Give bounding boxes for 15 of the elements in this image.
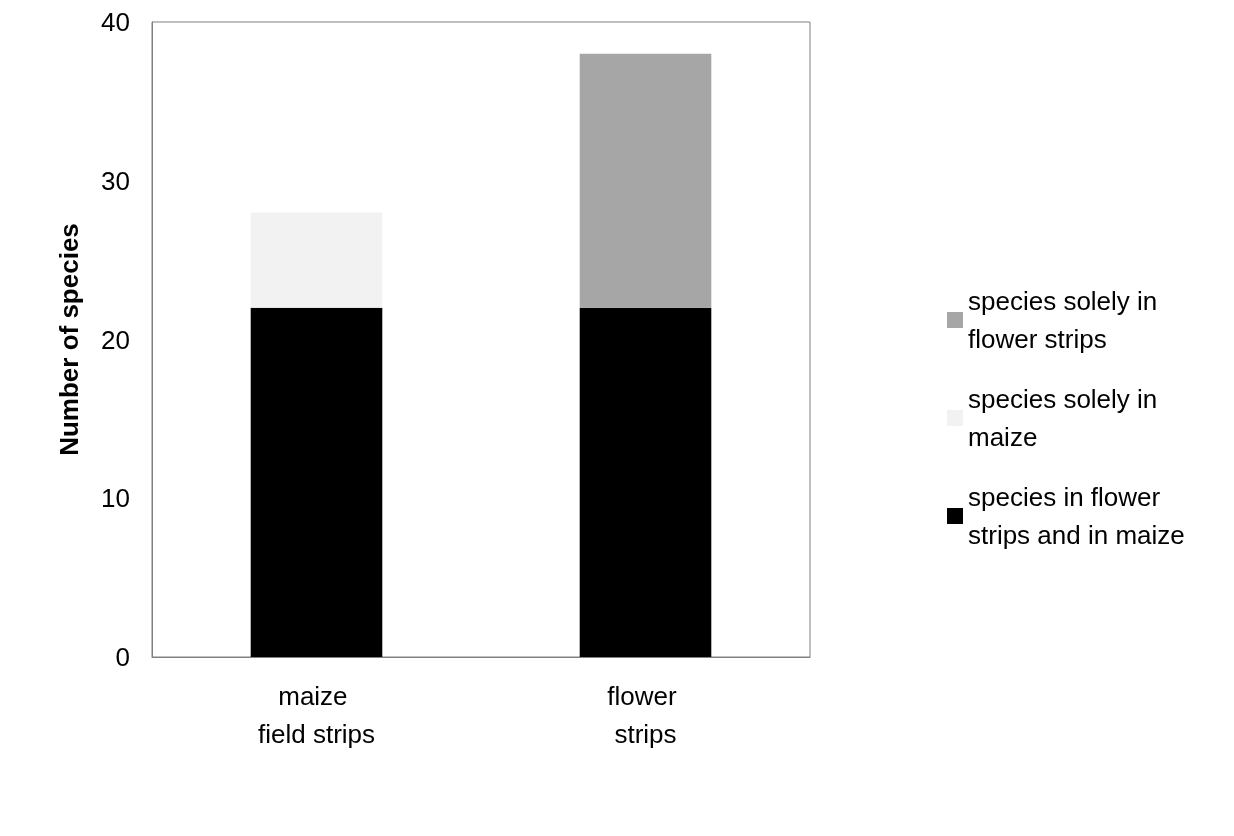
y-tick-label: 20 — [101, 324, 130, 355]
y-tick-label: 40 — [101, 7, 130, 37]
x-tick-label: flower strips — [607, 681, 684, 749]
bar — [579, 53, 712, 308]
y-tick-label: 30 — [101, 165, 130, 196]
bar — [579, 307, 712, 657]
y-axis-title: Number of species — [54, 223, 84, 456]
x-tick-label: maize field strips — [257, 681, 376, 749]
bar — [250, 212, 383, 308]
legend-label: species solely in flower strips — [968, 286, 1165, 354]
legend-label: species solely in maize — [968, 384, 1165, 452]
y-tick-label: 10 — [101, 483, 130, 514]
legend-label: species in flower strips and in maize — [968, 482, 1185, 550]
bar — [250, 307, 383, 657]
y-tick-label: 0 — [115, 642, 130, 672]
